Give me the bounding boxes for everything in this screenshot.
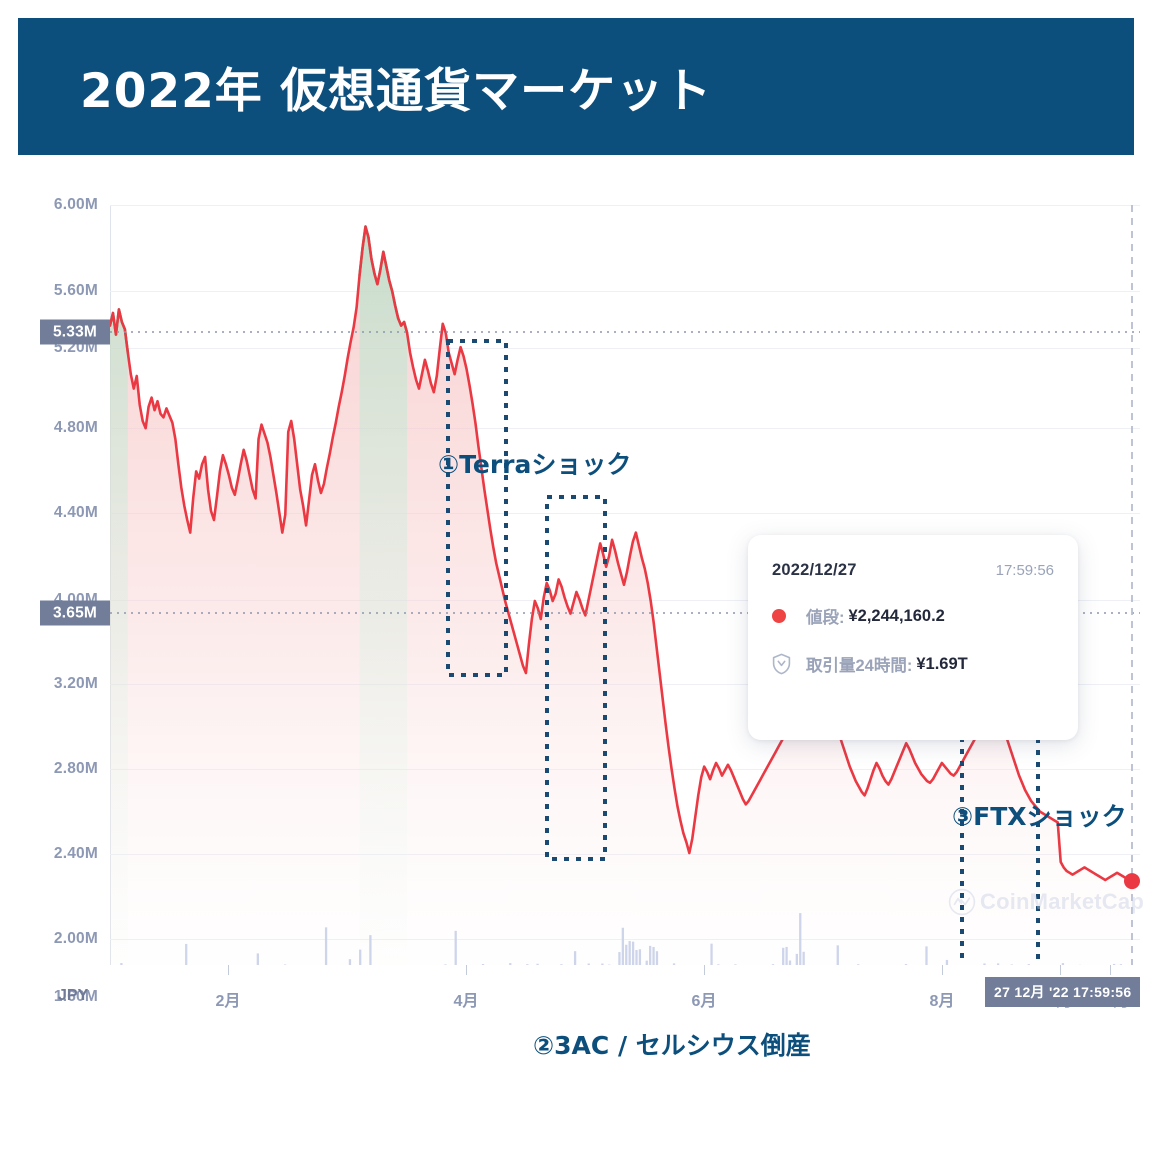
y-tick-label: 2.80M [53, 760, 98, 777]
event-box-terra [446, 339, 508, 677]
price-dot-icon [772, 609, 798, 623]
chart-area: 6.00M 5.60M 5.20M 4.80M 4.40M 4.00M 3.20… [0, 160, 1152, 1152]
currency-label: JPY [58, 987, 89, 1004]
x-axis: JPY 2月 4月 6月 8月 9月 11月 27 12月 '22 17:59:… [0, 965, 1152, 1025]
y-tick-label: 2.40M [53, 845, 98, 862]
y-tick-label: 3.20M [53, 675, 98, 692]
y-axis-highlight-badge: 3.65M [40, 600, 110, 626]
x-tick-label: 4月 [453, 993, 479, 1010]
x-tick [466, 965, 467, 975]
y-tick-label: 5.60M [53, 282, 98, 299]
annotation-3ac-celsius: ②3AC / セルシウス倒産 [533, 1031, 811, 1060]
tooltip-volume-value: ¥1.69T [916, 654, 968, 673]
price-area-fill [110, 226, 1132, 965]
x-tick-label: 2月 [215, 993, 241, 1010]
y-tick-label: 6.00M [53, 196, 98, 213]
x-tick [1110, 965, 1111, 975]
x-tick [228, 965, 229, 975]
last-price-dot [1124, 873, 1140, 890]
volume-shield-icon [772, 653, 798, 675]
tooltip-volume-label: 取引量24時間: [806, 657, 913, 675]
y-tick-label: 2.00M [53, 930, 98, 947]
tooltip-date: 2022/12/27 [772, 561, 857, 579]
x-tick [942, 965, 943, 975]
page-title: 2022年 仮想通貨マーケット [80, 64, 713, 119]
volume-bars [120, 913, 1123, 965]
x-tick [704, 965, 705, 975]
annotation-terra-shock: ①Terraショック [438, 450, 632, 479]
tooltip-header: 2022/12/27 17:59:56 [772, 561, 1054, 580]
y-axis-highlight-badge: 5.33M [40, 319, 110, 345]
y-tick-label: 4.80M [53, 419, 98, 436]
x-tick [1060, 965, 1061, 975]
x-axis-highlight-badge: 27 12月 '22 17:59:56 [985, 977, 1141, 1007]
tooltip-time: 17:59:56 [995, 562, 1054, 579]
x-tick-label: 8月 [929, 993, 955, 1010]
title-banner: 2022年 仮想通貨マーケット [18, 18, 1134, 155]
y-tick-label: 4.40M [53, 504, 98, 521]
tooltip-price-row: 値段: ¥2,244,160.2 [772, 604, 1054, 628]
event-box-3ac [545, 495, 607, 861]
price-tooltip: 2022/12/27 17:59:56 値段: ¥2,244,160.2 取引量… [748, 535, 1078, 740]
annotation-ftx-shock: ③FTXショック [952, 802, 1127, 831]
y-tick-label: 1.60M [53, 988, 98, 1005]
tooltip-price-value: ¥2,244,160.2 [848, 606, 945, 625]
tooltip-price-label: 値段: [806, 609, 845, 627]
x-tick-label: 6月 [691, 993, 717, 1010]
tooltip-volume-row: 取引量24時間: ¥1.69T [772, 652, 1054, 676]
